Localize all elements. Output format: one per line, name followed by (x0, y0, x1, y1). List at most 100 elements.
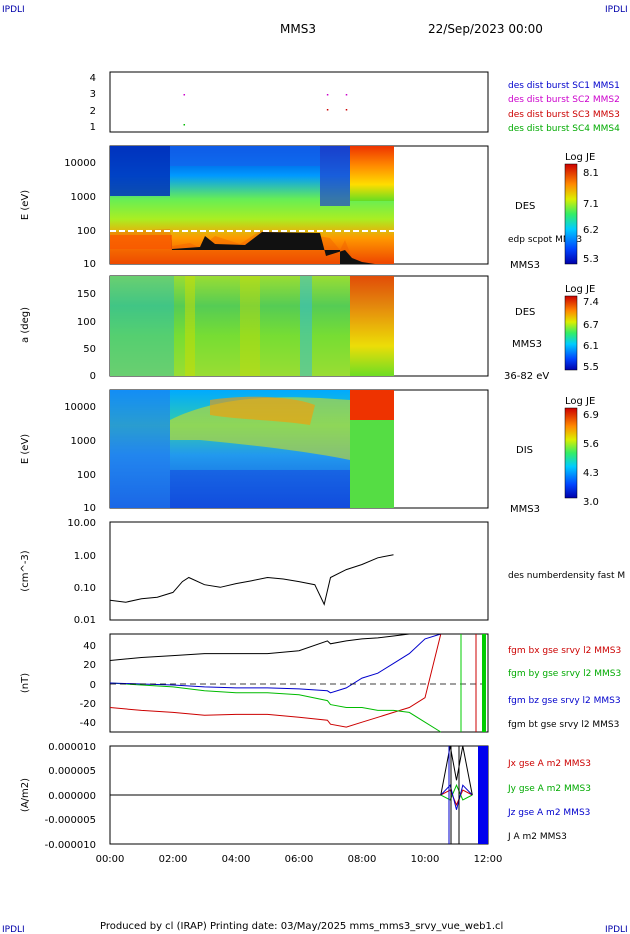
des-energy-panel: E (eV) 10000 1000 100 10 DES edp scpot M… (20, 145, 599, 271)
mag-ytick-20: 20 (83, 660, 96, 671)
des-pitch-label: DES (515, 307, 535, 318)
density-panel: (cm^-3) 10.00 1.00 0.10 0.01 des numberd… (20, 518, 625, 626)
des-energy-cbar-tick-3: 6.2 (583, 225, 599, 236)
burst-legend-3: des dist burst SC3 MMS3 (508, 110, 620, 120)
burst-point (345, 109, 348, 111)
des-pitch-ylabel: a (deg) (20, 307, 31, 343)
dis-energy-ytick-100: 100 (77, 470, 96, 481)
dis-energy-cbar-tick-1: 6.9 (583, 410, 599, 421)
des-pitch-ytick-100: 100 (77, 317, 96, 328)
mag-line-bx (109, 633, 442, 728)
density-legend: des numberdensity fast M (508, 571, 625, 581)
dis-energy-colorbar-title: Log JE (565, 396, 595, 407)
burst-legend-1: des dist burst SC1 MMS1 (508, 81, 620, 91)
cur-line-j (110, 745, 473, 796)
density-line (109, 554, 394, 606)
cur-ylabel: (A/m2) (20, 778, 31, 812)
des-pitch-energy-range: 36-82 eV (504, 371, 549, 382)
time-tick-6: 12:00 (474, 854, 503, 865)
des-energy-colorbar (564, 163, 578, 265)
des-pitch-colorbar-title: Log JE (565, 284, 595, 295)
mag-line-bz (109, 633, 441, 694)
des-pitch-ytick-50: 50 (83, 344, 96, 355)
mag-ytick-0: 0 (90, 680, 96, 691)
des-energy-overlay-label: edp scpot MMS3 (508, 235, 582, 245)
des-energy-ytick-1000: 1000 (71, 192, 96, 203)
burst-ytick-1: 1 (90, 122, 96, 133)
corner-label-bottom-left: IPDLI (2, 925, 25, 934)
mag-ytick-minus20: -20 (80, 699, 96, 710)
corner-label-top-left: IPDLI (2, 5, 25, 15)
mag-ytick-40: 40 (83, 641, 96, 652)
des-pitch-cbar-tick-2: 6.7 (583, 320, 599, 331)
burst-panel: 4 3 2 1 des dist burst SC1 MMS1 des dist… (90, 71, 620, 134)
burst-ytick-2: 2 (90, 106, 96, 117)
des-pitch-panel: a (deg) 150 100 50 0 DES MMS3 36-82 eV L… (20, 275, 599, 382)
burst-point (326, 94, 329, 96)
time-tick-1: 02:00 (159, 854, 188, 865)
des-pitch-ytick-150: 150 (77, 289, 96, 300)
current-panel: (A/m2) 0.000010 0.000005 0.000000 -0.000… (20, 742, 591, 851)
time-axis: 00:00 02:00 04:00 06:00 08:00 10:00 12:0… (96, 854, 503, 865)
time-tick-5: 10:00 (411, 854, 440, 865)
burst-ytick-4: 4 (90, 73, 96, 84)
dis-energy-cbar-tick-3: 4.3 (583, 468, 599, 479)
cur-legend-j: J A m2 MMS3 (507, 832, 567, 842)
des-energy-ytick-10: 10 (83, 259, 96, 270)
des-energy-cbar-tick-2: 7.1 (583, 199, 599, 210)
cur-legend-jz: Jz gse A m2 MMS3 (507, 808, 590, 818)
mag-legend-bz: fgm bz gse srvy l2 MMS3 (508, 696, 621, 706)
dis-energy-mission: MMS3 (510, 504, 540, 515)
density-ylabel: (cm^-3) (20, 550, 31, 591)
des-energy-label: DES (515, 201, 535, 212)
magnetic-panel: (nT) 40 20 0 -20 -40 fgm bx gse srvy l2 … (20, 633, 621, 733)
cur-legend-jy: Jy gse A m2 MMS3 (507, 784, 591, 794)
mag-legend-bx: fgm bx gse srvy l2 MMS3 (508, 646, 621, 656)
date-title: 22/Sep/2023 00:00 (428, 22, 543, 36)
mission-title: MMS3 (280, 22, 316, 36)
burst-legend-2: des dist burst SC2 MMS2 (508, 95, 620, 105)
mag-ytick-minus40: -40 (80, 718, 96, 729)
time-tick-2: 04:00 (222, 854, 251, 865)
des-energy-mission: MMS3 (510, 260, 540, 271)
des-energy-ylabel: E (eV) (20, 190, 31, 220)
dis-energy-cbar-tick-4: 3.0 (583, 497, 599, 508)
des-pitch-colorbar (564, 295, 578, 371)
density-ytick-1: 1.00 (74, 551, 96, 562)
dis-energy-ytick-10000: 10000 (64, 402, 96, 413)
cur-ytick-5: -0.000010 (45, 840, 96, 851)
dis-energy-ylabel: E (eV) (20, 434, 31, 464)
burst-point (183, 94, 186, 96)
mag-ylabel: (nT) (20, 673, 31, 693)
cur-legend-jx: Jx gse A m2 MMS3 (507, 759, 591, 769)
cur-ytick-3: 0.000000 (48, 791, 96, 802)
cur-ytick-4: -0.000005 (45, 815, 96, 826)
footer-text: Produced by cl (IRAP) Printing date: 03/… (100, 921, 503, 932)
des-pitch-ytick-0: 0 (90, 371, 96, 382)
density-ytick-10: 10.00 (67, 518, 96, 529)
burst-point (326, 109, 329, 111)
dis-energy-ytick-1000: 1000 (71, 436, 96, 447)
mag-legend-bt: fgm bt gse srvy l2 MMS3 (508, 720, 619, 730)
dis-energy-ytick-10: 10 (83, 503, 96, 514)
mag-legend-by: fgm by gse srvy l2 MMS3 (508, 669, 621, 679)
cur-ytick-2: 0.000005 (48, 766, 96, 777)
dis-energy-colorbar (564, 407, 578, 499)
time-tick-4: 08:00 (348, 854, 377, 865)
time-tick-0: 00:00 (96, 854, 125, 865)
mag-line-by (109, 682, 442, 733)
burst-legend-4: des dist burst SC4 MMS4 (508, 124, 620, 134)
burst-point (345, 94, 348, 96)
dis-energy-label: DIS (516, 445, 533, 456)
des-energy-ytick-10000: 10000 (64, 158, 96, 169)
des-pitch-cbar-tick-4: 5.5 (583, 362, 599, 373)
des-pitch-cbar-tick-3: 6.1 (583, 341, 599, 352)
des-energy-cbar-tick-1: 8.1 (583, 168, 599, 179)
cur-ytick-1: 0.000010 (48, 742, 96, 753)
burst-point (183, 124, 186, 126)
des-energy-cbar-tick-4: 5.3 (583, 254, 599, 265)
mag-line-bt (109, 633, 441, 661)
des-energy-colorbar-title: Log JE (565, 152, 595, 163)
dis-energy-cbar-tick-2: 5.6 (583, 439, 599, 450)
des-energy-ytick-100: 100 (77, 226, 96, 237)
